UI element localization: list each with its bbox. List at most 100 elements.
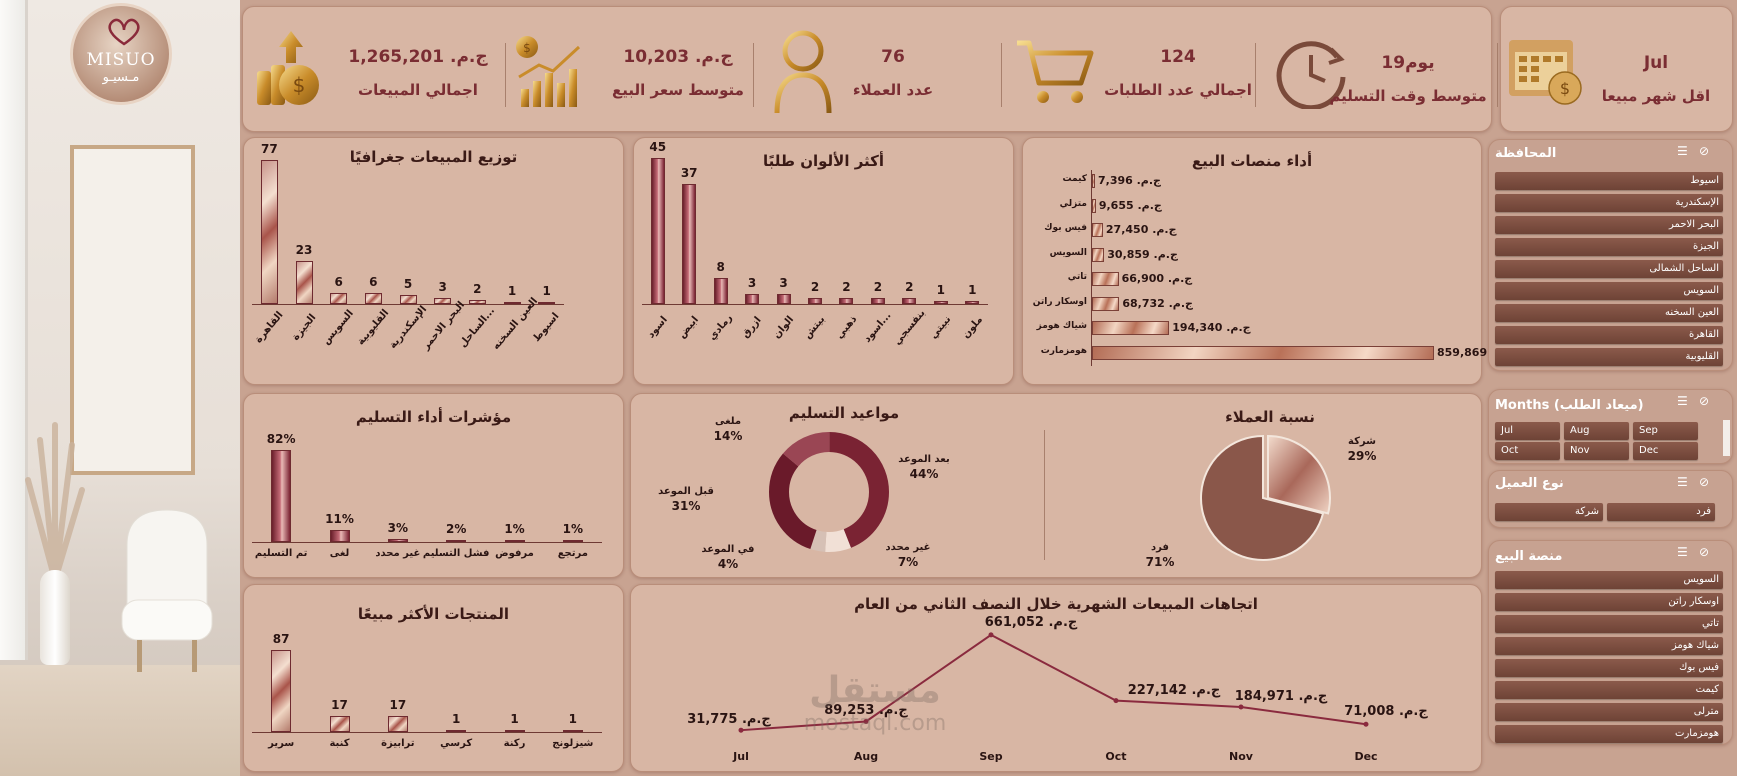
bar[interactable] [1092,223,1103,237]
multi-select-icon[interactable]: ☰ [1677,144,1688,158]
bar[interactable] [1092,296,1120,311]
bar[interactable] [839,297,854,304]
data-point[interactable] [1113,698,1119,704]
bar[interactable] [271,650,292,732]
data-label: 82% [266,432,296,446]
donut-slice[interactable] [769,432,889,552]
slicer-option[interactable]: البحر الاحمر [1495,216,1723,234]
data-point[interactable] [1238,704,1244,710]
bar[interactable] [329,715,350,732]
bar[interactable] [446,539,467,542]
slicer-option[interactable]: القاهرة [1495,326,1723,344]
bar[interactable] [387,538,408,542]
tick-label: متزلي [1059,198,1087,209]
data-point[interactable] [1363,721,1369,727]
slicer-option[interactable]: اسيوط [1495,172,1723,190]
bar[interactable] [434,298,452,304]
donut-slice[interactable] [769,432,889,552]
slicer-option[interactable]: هومزمارت [1495,725,1723,743]
series-line[interactable] [740,633,1367,732]
slicer-option[interactable]: شركة [1495,503,1603,521]
bar[interactable] [446,730,467,732]
bar[interactable] [1092,198,1096,213]
slicer-option[interactable]: كيمت [1495,681,1723,699]
clear-filter-icon[interactable]: ⊘ [1699,394,1710,408]
bar[interactable] [503,302,521,304]
slicer-option[interactable]: Aug [1564,422,1629,440]
clear-filter-icon[interactable]: ⊘ [1699,144,1710,158]
slicer-option[interactable]: شياك هومز [1495,637,1723,655]
data-label: ج.م. 71,008 [1344,704,1428,720]
slicer-option[interactable]: القليوبية [1495,348,1723,366]
slicer-option[interactable]: Oct [1495,442,1560,460]
bar[interactable] [329,529,350,542]
donut-slice[interactable] [769,432,889,552]
bar[interactable] [933,300,948,304]
tick-label: شياك هومز [1036,321,1087,331]
bar[interactable] [1092,321,1170,335]
bar[interactable] [271,450,292,542]
bar[interactable] [504,730,525,732]
slicer-option[interactable]: العين السخنه [1495,304,1723,322]
bar[interactable] [902,297,917,304]
bar[interactable] [330,292,348,304]
slicer-option[interactable]: Sep [1633,422,1698,440]
monthly-trend-panel: اتجاهات المبيعات الشهرية خلال النصف الثا… [630,584,1482,772]
bar[interactable] [260,160,278,304]
slicer-option[interactable]: تاتي [1495,615,1723,633]
bar[interactable] [1092,345,1434,360]
data-label: 3% [387,520,409,535]
slicer-option[interactable]: مترلى [1495,703,1723,721]
bar[interactable] [295,260,313,304]
slicer-option[interactable]: Jul [1495,422,1560,440]
slicer-option[interactable]: الإسكندرية [1495,194,1723,212]
slicer-option[interactable]: الجيزة [1495,238,1723,256]
data-point[interactable] [988,632,994,638]
slicer-option[interactable]: السويس [1495,571,1723,589]
clear-filter-icon[interactable]: ⊘ [1699,545,1710,559]
bar[interactable] [562,730,583,732]
multi-select-icon[interactable]: ☰ [1677,394,1688,408]
bar[interactable] [965,300,980,304]
slicer-option[interactable]: الساحل الشمالى [1495,260,1723,278]
data-label: 1 [507,284,517,298]
kpi-bar: $ ج.م. 1,265,201 اجمالي المبيعات $ ج.م. … [242,6,1498,132]
slicer-option[interactable]: فيس بوك [1495,659,1723,677]
data-label: 87 [272,632,290,646]
pie-slice[interactable] [1200,434,1325,561]
bar[interactable] [468,300,486,304]
bar[interactable] [387,715,408,732]
data-label: ج.م. 66,900 [1121,272,1193,285]
bar[interactable] [682,183,697,304]
bar[interactable] [562,540,583,542]
data-point[interactable] [738,727,744,733]
tick-label: Dec [1354,750,1378,763]
bar[interactable] [808,297,822,304]
bar[interactable] [745,294,760,304]
bar[interactable] [364,292,382,304]
multi-select-icon[interactable]: ☰ [1677,475,1688,489]
slicer-option[interactable]: Dec [1633,442,1698,460]
bar[interactable] [713,278,728,304]
clear-filter-icon[interactable]: ⊘ [1699,475,1710,489]
slicer-option[interactable]: السويس [1495,282,1723,300]
slicer-option[interactable]: فرد [1607,503,1715,521]
bar[interactable] [1092,272,1119,286]
scrollbar[interactable] [1723,420,1730,456]
bar[interactable] [870,297,885,304]
slicer-option[interactable]: Nov [1564,442,1629,460]
kpi-avg-price-value: ج.م. 10,203 [623,47,733,67]
slicer-option[interactable]: اوسكار راتن [1495,593,1723,611]
bar[interactable] [399,294,417,304]
bar[interactable] [1092,247,1105,262]
kpi-avg-price-label: متوسط سعر البيع [612,81,744,99]
pie-slice[interactable] [1267,434,1331,515]
bar[interactable] [1092,174,1095,188]
bar[interactable] [650,158,665,304]
data-point[interactable] [863,718,869,724]
donut-slice[interactable] [769,432,889,552]
bar[interactable] [538,302,556,304]
bar[interactable] [504,540,525,542]
bar[interactable] [776,294,791,304]
multi-select-icon[interactable]: ☰ [1677,545,1688,559]
